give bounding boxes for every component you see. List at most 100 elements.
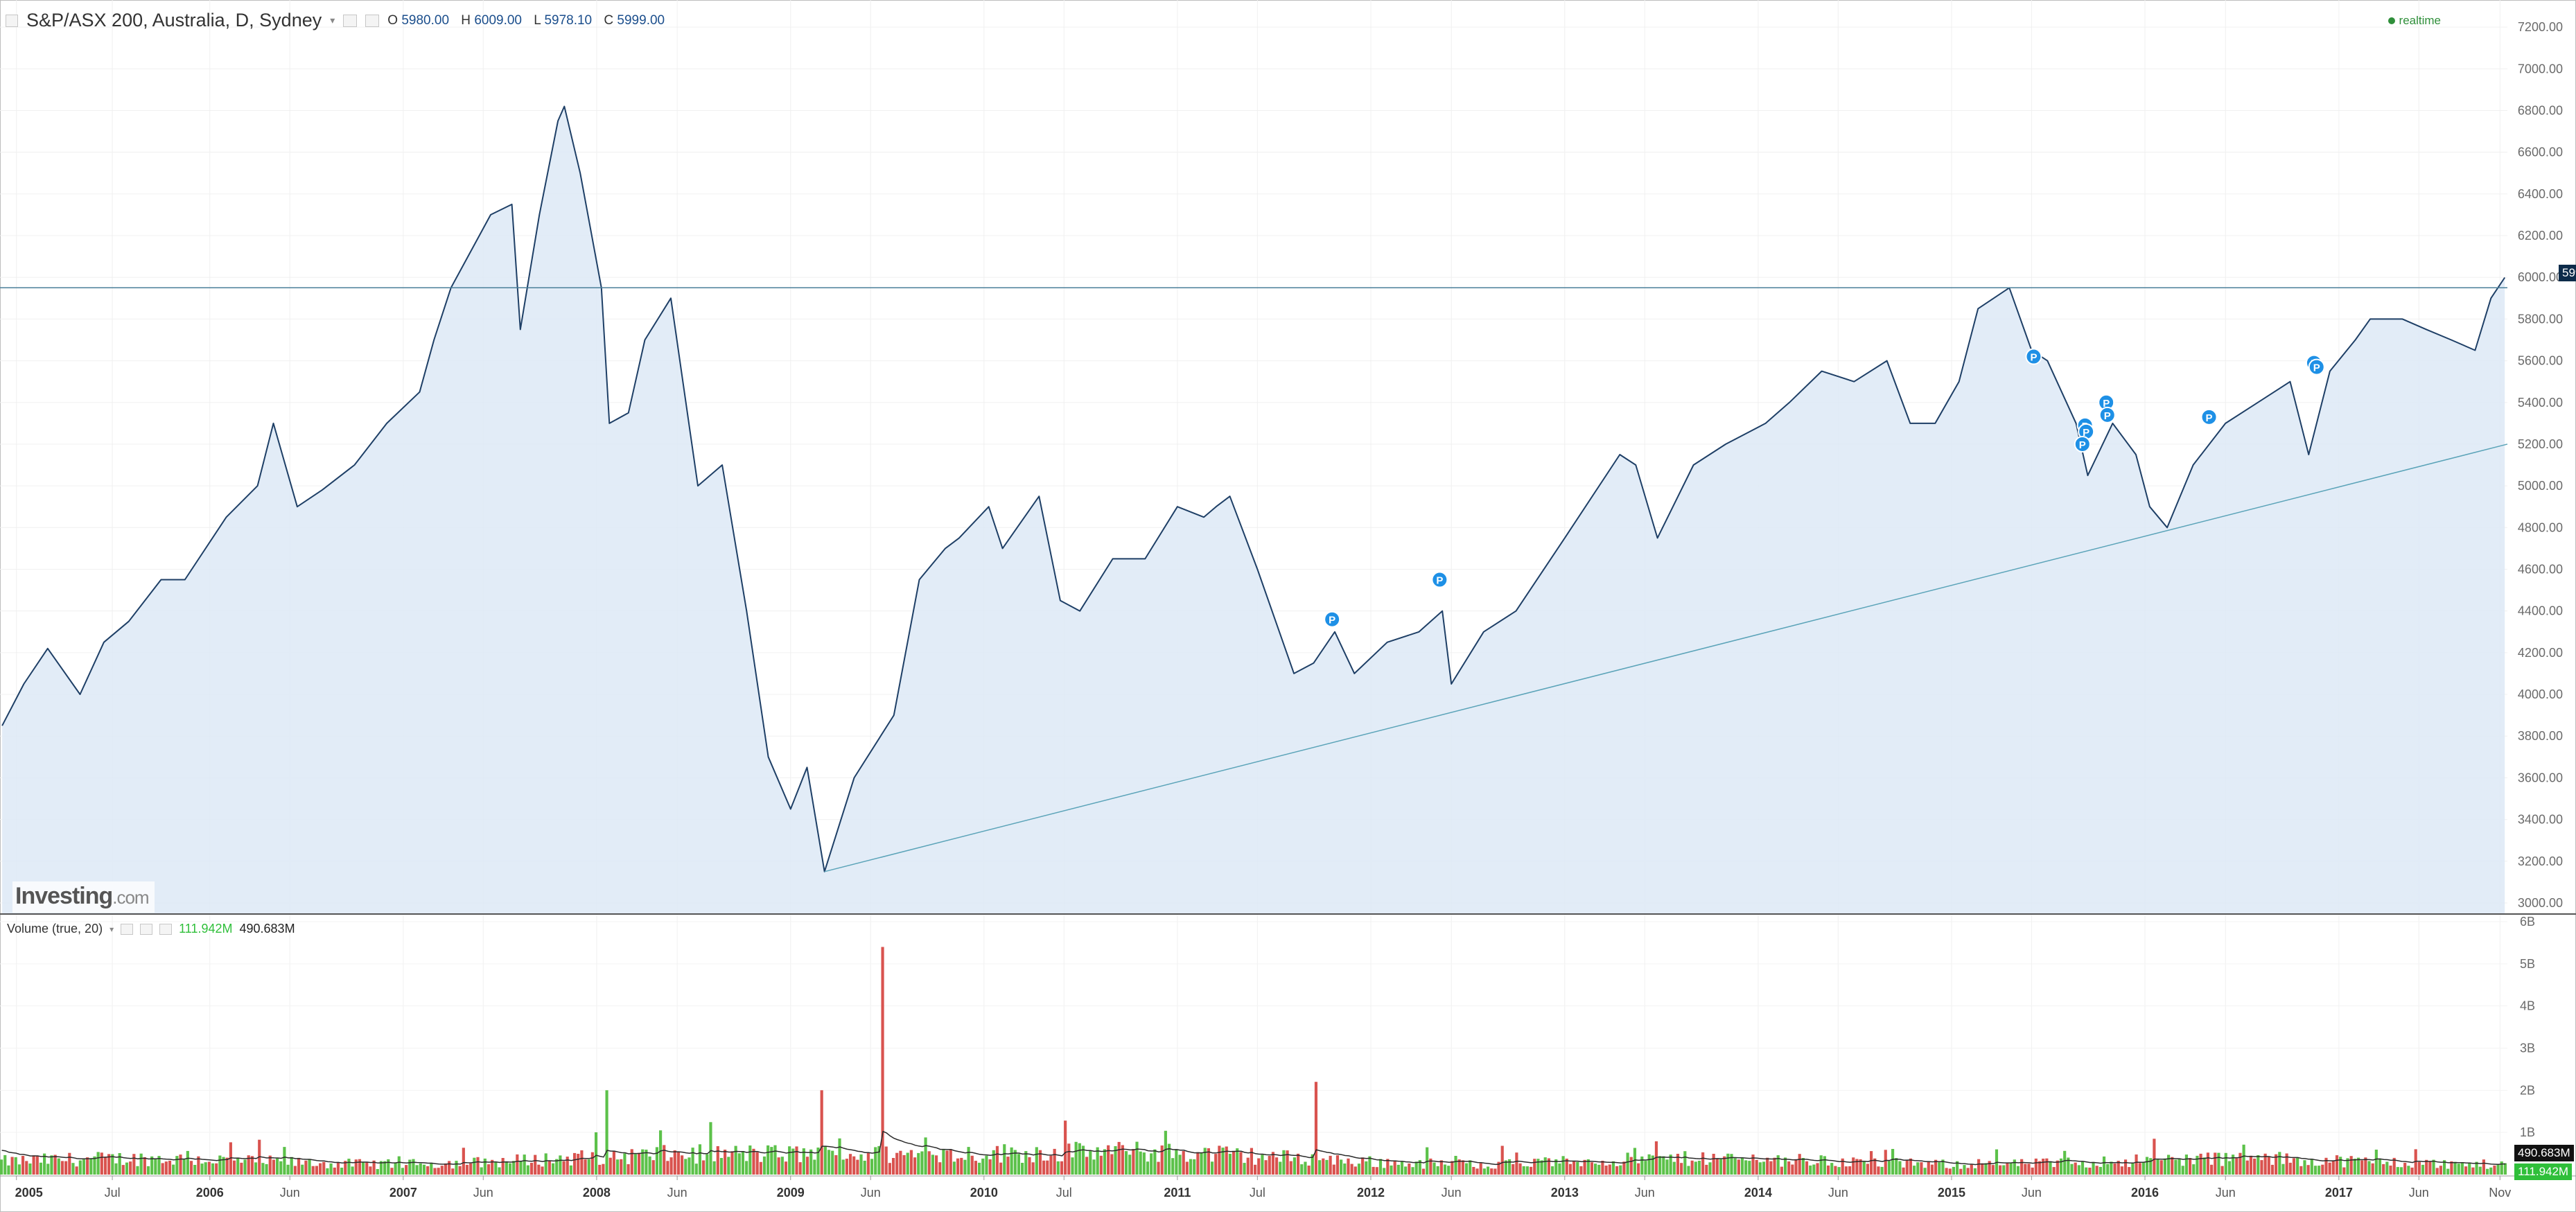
event-marker[interactable] bbox=[2025, 348, 2042, 365]
trendline[interactable] bbox=[824, 443, 2508, 872]
time-axis-tick-label: 2011 bbox=[1164, 1186, 1191, 1200]
volume-bar bbox=[1855, 1159, 1859, 1175]
event-marker[interactable] bbox=[2308, 358, 2325, 376]
volume-bar bbox=[2070, 1163, 2074, 1175]
volume-bar bbox=[784, 1161, 788, 1175]
volume-bar bbox=[336, 1162, 340, 1175]
volume-bar bbox=[154, 1159, 157, 1175]
volume-bar bbox=[1669, 1154, 1672, 1175]
volume-bar bbox=[347, 1159, 351, 1175]
event-marker-icon: P bbox=[2030, 352, 2037, 364]
volume-bar bbox=[1046, 1160, 1049, 1175]
volume-bar bbox=[1758, 1162, 1762, 1175]
settings-icon[interactable] bbox=[343, 14, 358, 27]
volume-ma-line bbox=[1, 1130, 2506, 1166]
volume-bar bbox=[938, 1162, 942, 1175]
volume-bar bbox=[863, 1161, 866, 1175]
volume-bar bbox=[1586, 1159, 1590, 1175]
volume-bar bbox=[469, 1163, 473, 1175]
settings-icon[interactable] bbox=[121, 923, 134, 935]
volume-bar bbox=[1454, 1156, 1457, 1175]
volume-bar bbox=[519, 1161, 523, 1175]
close-icon[interactable] bbox=[159, 923, 173, 935]
volume-bar bbox=[2285, 1153, 2288, 1175]
collapse-icon[interactable] bbox=[6, 14, 18, 27]
volume-bar bbox=[32, 1155, 35, 1175]
volume-bar bbox=[1576, 1161, 1579, 1175]
volume-bar bbox=[25, 1161, 28, 1175]
chevron-down-icon[interactable]: ▾ bbox=[109, 924, 114, 934]
volume-bar bbox=[816, 1148, 820, 1175]
volume-bar bbox=[516, 1154, 519, 1175]
volume-bar bbox=[831, 1150, 834, 1175]
volume-bar bbox=[1121, 1145, 1124, 1175]
volume-bar bbox=[1687, 1166, 1690, 1175]
volume-bar bbox=[501, 1158, 505, 1175]
instrument-title[interactable]: S&P/ASX 200, Australia, D, Sydney bbox=[26, 10, 322, 30]
volume-bar bbox=[379, 1161, 383, 1175]
volume-bar bbox=[2232, 1154, 2235, 1175]
volume-bar bbox=[114, 1163, 118, 1175]
volume-bar bbox=[1873, 1158, 1877, 1175]
event-marker[interactable] bbox=[2099, 406, 2116, 423]
volume-bar bbox=[2088, 1168, 2092, 1175]
event-marker-icon: P bbox=[2083, 427, 2089, 439]
volume-ma-badge: 490.683M bbox=[2514, 1145, 2574, 1161]
volume-bar bbox=[1619, 1165, 1622, 1175]
volume-bar bbox=[827, 1150, 831, 1175]
volume-bar bbox=[2013, 1159, 2016, 1175]
volume-bar bbox=[50, 1155, 53, 1175]
volume-bar bbox=[193, 1165, 197, 1175]
volume-bar bbox=[1887, 1161, 1891, 1175]
volume-bar bbox=[2235, 1158, 2238, 1175]
hide-icon[interactable] bbox=[365, 14, 380, 27]
volume-bar bbox=[1178, 1154, 1182, 1175]
volume-bar bbox=[2349, 1156, 2353, 1175]
volume-bar bbox=[458, 1166, 462, 1175]
volume-bar bbox=[745, 1161, 748, 1175]
event-marker[interactable] bbox=[1324, 611, 1341, 628]
volume-bar bbox=[387, 1159, 390, 1175]
hide-icon[interactable] bbox=[140, 923, 153, 935]
volume-bar bbox=[888, 1163, 891, 1175]
volume-bar bbox=[2407, 1166, 2410, 1175]
volume-bar bbox=[1798, 1154, 1801, 1175]
volume-bar bbox=[1723, 1156, 1726, 1175]
volume-bar bbox=[107, 1154, 111, 1175]
volume-bar bbox=[727, 1157, 730, 1175]
volume-bar bbox=[602, 1163, 605, 1175]
volume-bar bbox=[795, 1146, 798, 1175]
event-marker[interactable] bbox=[2200, 408, 2218, 425]
volume-title[interactable]: Volume (true, 20) bbox=[7, 922, 103, 936]
volume-bar bbox=[1408, 1163, 1411, 1175]
volume-bar bbox=[60, 1161, 64, 1175]
volume-bar bbox=[1676, 1154, 1680, 1175]
volume-bar bbox=[211, 1163, 215, 1175]
volume-bar bbox=[1110, 1154, 1114, 1175]
event-marker[interactable] bbox=[2074, 435, 2091, 453]
volume-bar bbox=[491, 1159, 494, 1175]
volume-bar bbox=[1218, 1145, 1221, 1175]
price-axis-tick-label: 3400.00 bbox=[2518, 813, 2563, 827]
volume-bar bbox=[1913, 1166, 1916, 1175]
volume-bar bbox=[2446, 1168, 2450, 1175]
volume-bar bbox=[1236, 1148, 1239, 1175]
volume-bar bbox=[960, 1157, 963, 1175]
volume-bar bbox=[641, 1149, 645, 1175]
volume-bar bbox=[2428, 1161, 2432, 1175]
volume-bar bbox=[1353, 1166, 1357, 1175]
volume-bar bbox=[2166, 1154, 2171, 1175]
chevron-down-icon[interactable]: ▾ bbox=[330, 15, 335, 26]
volume-bar bbox=[1776, 1155, 1780, 1175]
volume-bar bbox=[902, 1154, 906, 1175]
price-line[interactable] bbox=[1, 105, 2506, 872]
volume-bar bbox=[1271, 1152, 1275, 1175]
volume-bar bbox=[1286, 1150, 1289, 1175]
volume-bar bbox=[1540, 1160, 1543, 1175]
volume-bar bbox=[638, 1152, 641, 1175]
event-marker[interactable] bbox=[1431, 571, 1448, 588]
volume-bar bbox=[927, 1151, 931, 1175]
price-axis-tick-label: 4000.00 bbox=[2518, 687, 2563, 701]
volume-bar bbox=[1783, 1157, 1787, 1175]
